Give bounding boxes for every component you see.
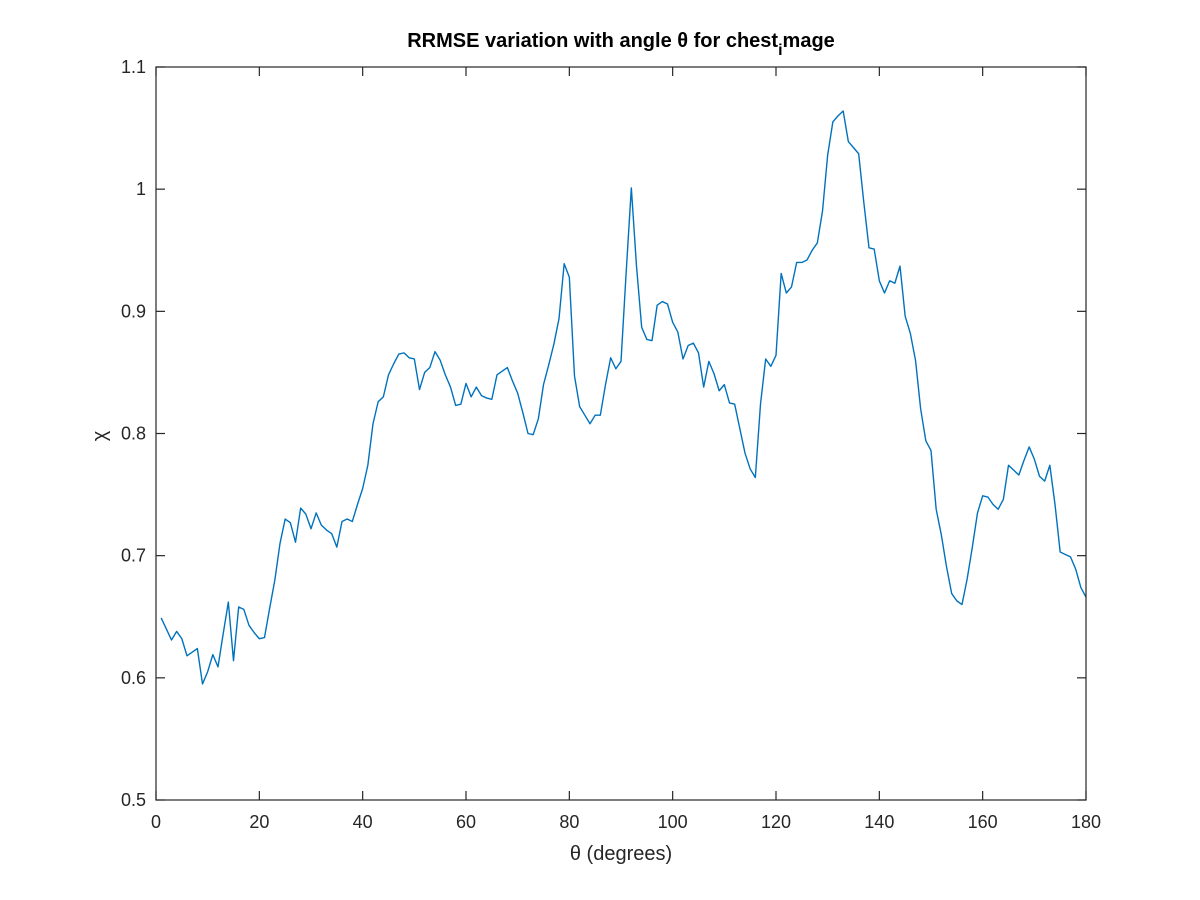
x-tick-label: 40 — [353, 812, 373, 832]
y-tick-label: 1.1 — [121, 57, 146, 77]
x-tick-label: 120 — [761, 812, 791, 832]
x-axis-label: θ (degrees) — [570, 843, 672, 865]
x-tick-label: 160 — [968, 812, 998, 832]
chart-title: RRMSE variation with angle θ for chestim… — [407, 30, 835, 59]
x-tick-label: 180 — [1071, 812, 1101, 832]
y-tick-label: 1 — [136, 179, 146, 199]
series-line — [160, 110, 1087, 685]
chart-title-suffix: mage — [783, 30, 835, 52]
y-axis-label: χ — [89, 430, 111, 441]
x-tick-label: 140 — [864, 812, 894, 832]
y-tick-label: 0.5 — [121, 790, 146, 810]
chart-title-subscript: i — [778, 42, 782, 59]
y-tick-label: 0.7 — [121, 546, 146, 566]
x-tick-label: 60 — [456, 812, 476, 832]
y-tick-label: 0.9 — [121, 301, 146, 321]
x-tick-label: 80 — [559, 812, 579, 832]
x-tick-label: 100 — [658, 812, 688, 832]
x-tick-label: 20 — [249, 812, 269, 832]
plot-area — [156, 67, 1086, 800]
chart-title-main: RRMSE variation with angle θ for chest — [407, 30, 778, 52]
axis-tick-labels: 0 20 40 60 80 100 120 140 160 180 0.5 0.6 0.7 0.8 0.9 1… — [121, 57, 1101, 832]
y-tick-label: 0.8 — [121, 424, 146, 444]
plot-frame — [155, 66, 1087, 801]
y-tick-label: 0.6 — [121, 668, 146, 688]
x-tick-label: 0 — [151, 812, 161, 832]
